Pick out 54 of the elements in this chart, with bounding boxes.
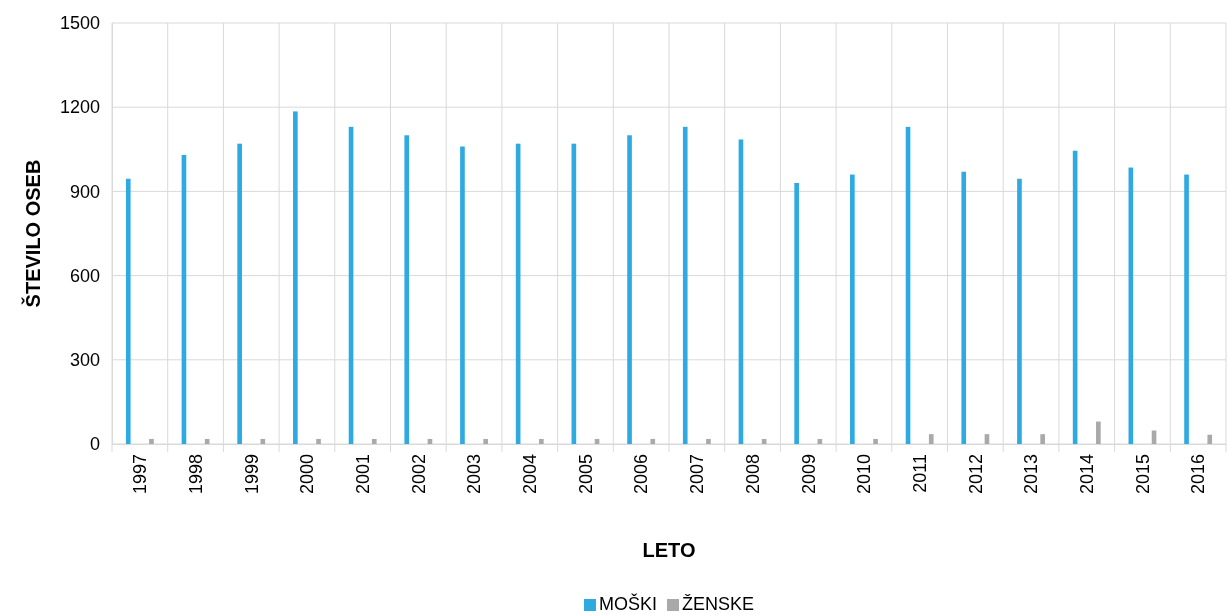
- x-tick-label: 2014: [1077, 454, 1098, 495]
- legend-label: MOŠKI: [598, 593, 657, 614]
- x-tick-label: 2011: [909, 454, 930, 493]
- bar: [237, 143, 242, 444]
- x-tick-label: 2009: [798, 454, 819, 495]
- x-tick-label: 2003: [464, 454, 485, 495]
- x-tick-label: 2001: [352, 454, 373, 495]
- bar: [873, 438, 878, 444]
- x-tick-label: 2016: [1188, 454, 1209, 495]
- x-tick-label: 2002: [408, 454, 429, 495]
- bar: [961, 171, 967, 444]
- y-tick-label: 1500: [59, 13, 100, 34]
- x-tick-label: 2000: [297, 454, 318, 495]
- x-tick-label: 2007: [687, 454, 708, 495]
- y-axis-title: ŠTEVILO OSEB: [21, 159, 44, 308]
- bar: [706, 438, 711, 444]
- bar: [404, 135, 410, 444]
- bar: [1017, 178, 1022, 444]
- bar: [627, 135, 632, 444]
- bar: [460, 146, 465, 444]
- x-tick-label: 1997: [130, 454, 151, 495]
- bar: [149, 438, 154, 444]
- bar: [539, 438, 544, 444]
- bar: [293, 111, 298, 444]
- x-tick-label: 1998: [185, 454, 206, 495]
- x-tick-label: 2008: [742, 454, 763, 495]
- bar: [1207, 434, 1213, 444]
- x-tick-label: 2013: [1021, 454, 1042, 495]
- x-tick-label: 2005: [575, 454, 596, 495]
- bar: [1040, 434, 1045, 444]
- y-tick-label: 900: [69, 181, 100, 202]
- bar: [1096, 421, 1101, 444]
- x-tick-label: 2004: [520, 454, 541, 495]
- y-tick-label: 300: [69, 350, 100, 371]
- x-axis-title: LETO: [642, 539, 696, 561]
- bar: [125, 178, 131, 444]
- bar: [371, 438, 377, 444]
- x-tick-label: 1999: [241, 454, 262, 495]
- bar: [1184, 174, 1189, 444]
- y-tick-label: 600: [69, 265, 100, 286]
- x-tick-label: 2015: [1132, 454, 1153, 495]
- bar: [850, 174, 855, 444]
- x-tick-label: 2012: [965, 454, 986, 495]
- x-tick-label: 2010: [854, 454, 875, 495]
- x-tick-label: 2006: [631, 454, 652, 495]
- bar: [316, 438, 321, 444]
- bar: [650, 438, 656, 444]
- bar: [794, 182, 799, 444]
- legend-label: ŽENSKE: [681, 594, 755, 614]
- y-tick-label: 1200: [59, 97, 100, 118]
- y-tick-label: 0: [89, 434, 100, 455]
- bar: [682, 126, 688, 444]
- bar: [928, 434, 934, 444]
- bar: [483, 438, 488, 444]
